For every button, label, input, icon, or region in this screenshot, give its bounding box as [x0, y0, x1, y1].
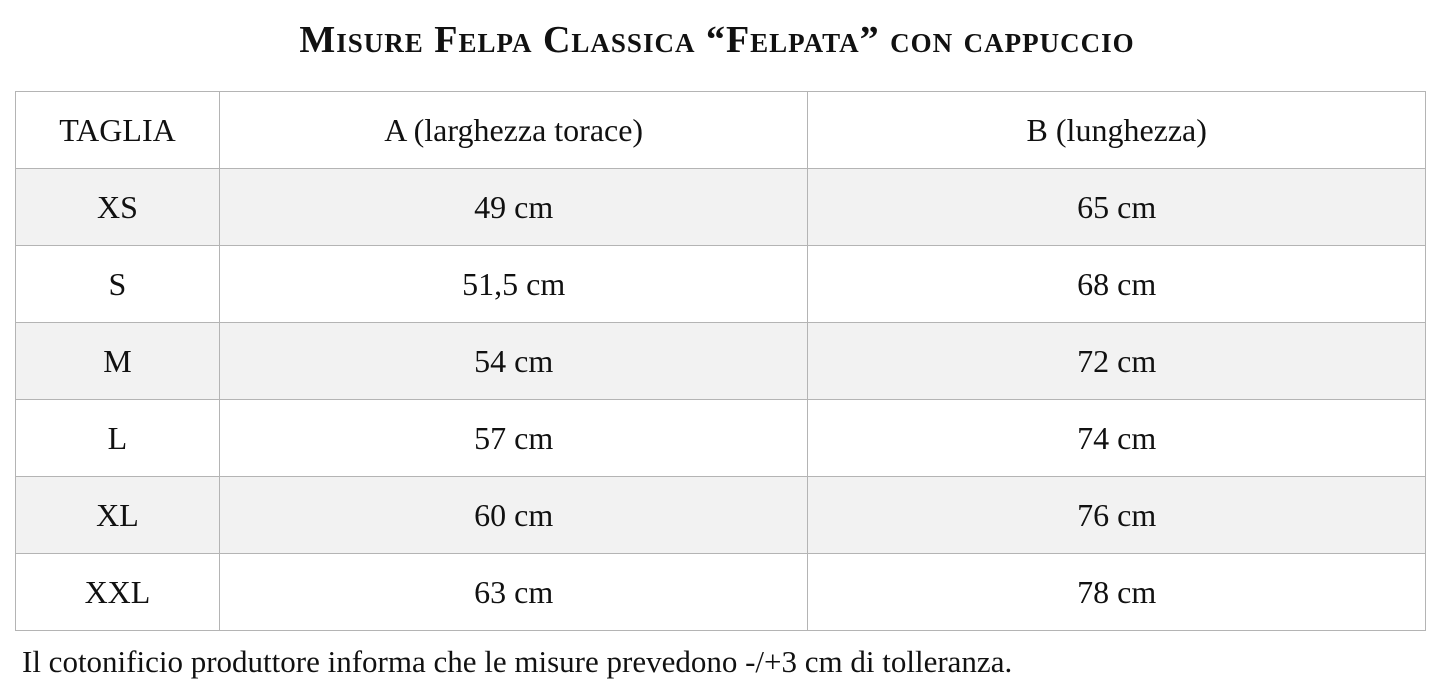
table-row: S 51,5 cm 68 cm: [15, 245, 1426, 323]
table-row: XS 49 cm 65 cm: [15, 168, 1426, 246]
length-cell: 68 cm: [807, 245, 1426, 323]
length-cell: 76 cm: [807, 476, 1426, 554]
size-cell: L: [15, 399, 220, 477]
table-row: M 54 cm 72 cm: [15, 322, 1426, 400]
chest-cell: 57 cm: [218, 399, 809, 477]
length-cell: 74 cm: [807, 399, 1426, 477]
size-cell: XXL: [15, 553, 220, 631]
tolerance-note: Il cotonificio produttore informa che le…: [22, 644, 1013, 679]
table-row: XXL 63 cm 78 cm: [15, 553, 1426, 631]
table-row: XL 60 cm 76 cm: [15, 476, 1426, 554]
table-row: L 57 cm 74 cm: [15, 399, 1426, 477]
chest-cell: 63 cm: [218, 553, 809, 631]
length-cell: 65 cm: [807, 168, 1426, 246]
size-cell: M: [15, 322, 220, 400]
table-header-row: TAGLIA A (larghezza torace) B (lunghezza…: [15, 91, 1426, 169]
length-cell: 72 cm: [807, 322, 1426, 400]
size-table: TAGLIA A (larghezza torace) B (lunghezza…: [15, 91, 1426, 631]
header-length: B (lunghezza): [807, 91, 1426, 169]
chest-cell: 49 cm: [218, 168, 809, 246]
size-cell: XL: [15, 476, 220, 554]
page-title: Misure Felpa Classica “Felpata” con capp…: [299, 19, 1135, 61]
length-cell: 78 cm: [807, 553, 1426, 631]
chest-cell: 51,5 cm: [218, 245, 809, 323]
size-cell: XS: [15, 168, 220, 246]
header-size: TAGLIA: [15, 91, 220, 169]
size-cell: S: [15, 245, 220, 323]
chest-cell: 60 cm: [218, 476, 809, 554]
header-chest-width: A (larghezza torace): [218, 91, 809, 169]
chest-cell: 54 cm: [218, 322, 809, 400]
